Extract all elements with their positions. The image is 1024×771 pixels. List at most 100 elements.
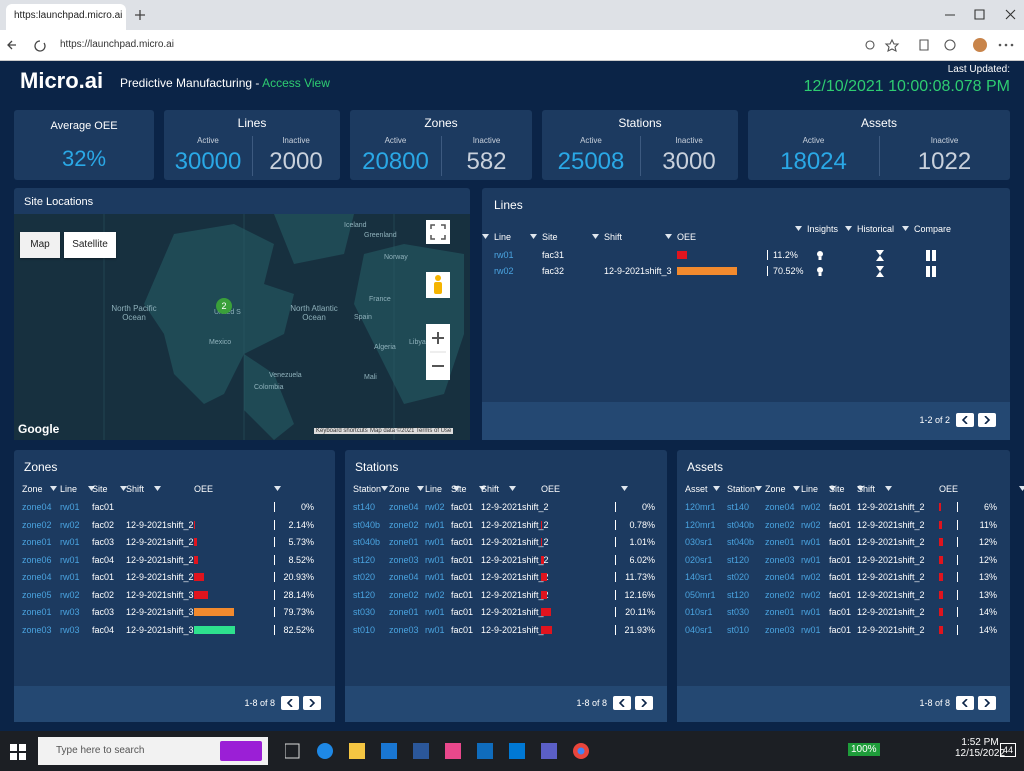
sort-icon[interactable] (509, 486, 516, 492)
column-header[interactable]: Line (494, 232, 512, 242)
sort-icon[interactable] (154, 486, 161, 492)
sort-icon[interactable] (50, 486, 57, 492)
cell[interactable]: zone03 (389, 624, 419, 635)
column-header[interactable]: Station (353, 484, 382, 494)
cell[interactable]: zone03 (765, 554, 795, 565)
cell[interactable]: zone02 (765, 589, 795, 600)
column-header[interactable]: OEE (677, 232, 697, 242)
start-button[interactable] (10, 744, 26, 760)
map-attribution[interactable]: Terms of Use (414, 428, 454, 434)
sort-icon[interactable] (902, 226, 909, 232)
map-cluster[interactable]: 2 (216, 298, 232, 314)
column-header[interactable]: Station (727, 484, 756, 494)
next-page[interactable] (303, 696, 321, 710)
cell[interactable]: zone04 (22, 572, 52, 582)
cell[interactable]: rw01 (60, 502, 80, 512)
cell[interactable]: rw01 (494, 250, 514, 260)
column-header[interactable]: Shift (126, 484, 145, 494)
cell[interactable]: rw02 (425, 589, 445, 600)
cell[interactable]: rw01 (425, 537, 445, 547)
cell[interactable]: rw02 (801, 502, 821, 512)
sort-icon[interactable] (713, 486, 720, 492)
column-header[interactable]: OEE (541, 484, 561, 494)
cell[interactable]: rw01 (801, 554, 821, 565)
cell[interactable]: st010 (727, 624, 750, 635)
column-header[interactable]: Shift (481, 484, 500, 494)
cell[interactable]: zone01 (22, 537, 52, 547)
sort-icon[interactable] (482, 234, 489, 240)
cell[interactable]: zone01 (389, 607, 419, 617)
cell[interactable]: rw01 (425, 554, 445, 565)
cell[interactable]: zone02 (22, 519, 52, 530)
prev-page[interactable] (281, 696, 299, 710)
next-page[interactable] (635, 696, 653, 710)
cell[interactable]: st120 (727, 589, 750, 600)
sort-icon[interactable] (857, 486, 864, 492)
cell[interactable]: zone03 (22, 624, 52, 635)
cell[interactable]: zone01 (22, 607, 52, 617)
window-controls[interactable] (940, 8, 1020, 22)
sort-icon[interactable] (274, 486, 281, 492)
cell[interactable]: rw01 (60, 554, 80, 565)
map-attribution[interactable]: Keyboard shortcuts (314, 428, 370, 434)
sort-icon[interactable] (829, 486, 836, 492)
cell[interactable]: 030sr1 (685, 537, 713, 547)
historical-icon[interactable] (875, 266, 885, 277)
cell[interactable]: zone04 (389, 572, 419, 582)
taskbar-apps[interactable] (285, 741, 615, 763)
cell[interactable]: 040sr1 (685, 624, 713, 635)
cell[interactable]: rw02 (60, 519, 80, 530)
notifications[interactable]: 44 (1000, 743, 1017, 757)
map-attribution[interactable]: Map data ©2021 (368, 428, 417, 434)
sort-icon[interactable] (479, 486, 486, 492)
cell[interactable]: st120 (727, 554, 750, 565)
cell[interactable]: zone04 (22, 502, 52, 512)
cell[interactable]: st030 (727, 607, 750, 617)
cell[interactable]: 120mr1 (685, 502, 716, 512)
cell[interactable]: zone01 (389, 537, 419, 547)
prev-page[interactable] (613, 696, 631, 710)
column-header[interactable]: Zone (389, 484, 410, 494)
cell[interactable]: st020 (353, 572, 376, 582)
column-header[interactable]: Historical (857, 224, 895, 234)
column-header[interactable]: Site (451, 484, 467, 494)
cell[interactable]: zone03 (765, 624, 795, 635)
cell[interactable]: rw02 (60, 589, 80, 600)
cell[interactable]: rw01 (60, 537, 80, 547)
column-header[interactable]: Shift (857, 484, 876, 494)
cell[interactable]: rw01 (801, 537, 821, 547)
cell[interactable]: st140 (727, 502, 750, 512)
cell[interactable]: zone04 (765, 502, 795, 512)
column-header[interactable]: Line (801, 484, 819, 494)
column-header[interactable]: Site (829, 484, 845, 494)
nav-buttons[interactable] (6, 38, 50, 52)
insights-icon[interactable] (815, 266, 825, 277)
cell[interactable]: st120 (353, 589, 376, 600)
fullscreen-button[interactable] (426, 220, 450, 244)
column-header[interactable]: Site (92, 484, 108, 494)
sort-icon[interactable] (592, 234, 599, 240)
cell[interactable]: zone04 (389, 502, 419, 512)
column-header[interactable]: Line (425, 484, 443, 494)
cell[interactable]: rw01 (425, 519, 445, 530)
column-header[interactable]: Insights (807, 224, 839, 234)
column-header[interactable]: Line (60, 484, 78, 494)
map-type-button[interactable]: Map (20, 232, 60, 258)
cell[interactable]: rw02 (425, 502, 445, 512)
cell[interactable]: st010 (353, 624, 376, 635)
new-tab-button[interactable] (134, 9, 146, 21)
prev-page[interactable] (956, 696, 974, 710)
browser-icons[interactable] (840, 37, 1020, 53)
column-header[interactable]: Compare (914, 224, 952, 234)
cell[interactable]: 050mr1 (685, 589, 716, 600)
sort-icon[interactable] (621, 486, 628, 492)
cell[interactable]: 010sr1 (685, 607, 713, 617)
cell[interactable]: zone01 (765, 607, 795, 617)
cell[interactable]: zone04 (765, 572, 795, 582)
cell[interactable]: rw01 (425, 607, 445, 617)
next-page[interactable] (978, 413, 996, 427)
cell[interactable]: zone02 (765, 519, 795, 530)
insights-icon[interactable] (815, 250, 825, 261)
cell[interactable]: zone02 (389, 589, 419, 600)
column-header[interactable]: Shift (604, 232, 623, 242)
